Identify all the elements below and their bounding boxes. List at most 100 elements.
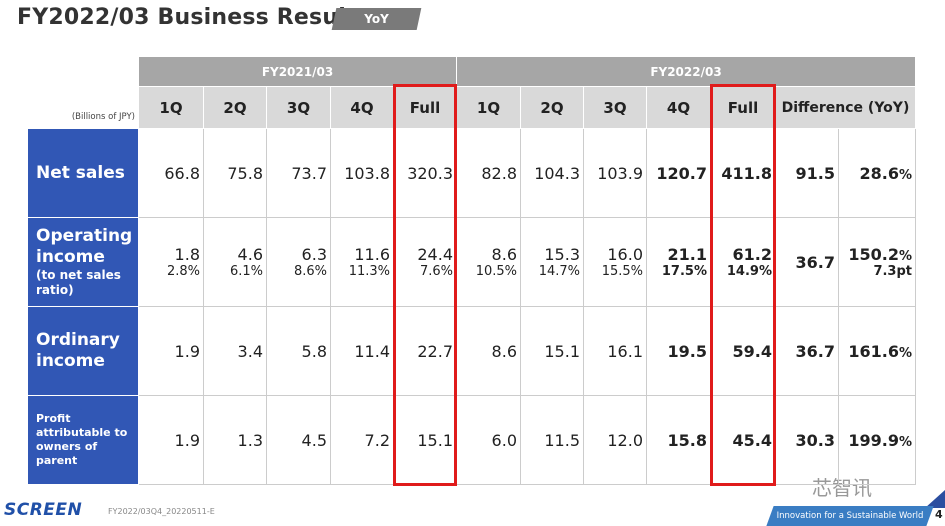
value-cell: 59.4 [710,306,776,396]
results-table: FY2021/03 FY2022/03 1Q 2Q 3Q 4Q Full 1Q 2Q 3Q 4Q… [27,56,916,485]
ratio: 10.5% [475,264,517,279]
value-cell: 11.4 [330,306,394,396]
value: 1.3 [237,430,263,450]
page-title: FY2022/03 Business Results [17,5,370,30]
value-cell: 103.9 [583,128,647,218]
value-cell: 11.5 [520,395,584,485]
value: 15.3 [544,245,580,264]
difference-cell: 36.7 [775,306,839,396]
value: 82.8 [481,163,517,183]
value: 4.5 [301,430,327,450]
pct-sign: % [898,249,912,264]
ratio: 17.5% [661,264,707,279]
value-cell: 320.3 [393,128,457,218]
value-cell: 45.4 [710,395,776,485]
value: 103.8 [344,163,390,183]
value-cell: 15.1 [393,395,457,485]
row-label-text: Ordinary income [36,330,120,371]
value: 11.6 [354,245,390,264]
value: 12.0 [607,430,643,450]
value-cell: 16.0 15.5% [583,217,647,307]
value: 19.5 [667,341,707,361]
value-cell: 82.8 [456,128,521,218]
difference-value: 91.5 [795,163,835,183]
difference-pct: 199.9 [848,430,899,450]
value: 4.6 [237,245,263,264]
column-header-1q: 1Q [138,86,204,129]
value: 66.8 [164,163,200,183]
column-header-3q: 3Q [266,86,331,129]
period-header-curr: FY2022/03 [456,56,916,87]
value-cell: 11.6 11.3% [330,217,394,307]
value-cell: 15.8 [646,395,711,485]
difference-pct: 28.6 [859,163,899,183]
row-label-text: Net sales [36,162,125,183]
value: 411.8 [721,163,772,183]
ratio: 15.5% [601,264,643,279]
value-cell: 15.1 [520,306,584,396]
column-header-1q: 1Q [456,86,521,129]
row-label: Operating income (to net sales ratio) [27,217,139,307]
value: 24.4 [417,245,453,264]
row-label: Net sales [27,128,139,218]
difference-pct-cell: 150.2% 7.3pt [838,217,916,307]
value-cell: 66.8 [138,128,204,218]
yoy-badge-label: YoY [364,12,389,26]
difference-pct-cell: 161.6% [838,306,916,396]
ratio: 2.8% [166,264,200,279]
value: 15.8 [667,430,707,450]
column-header-2q: 2Q [203,86,267,129]
value-cell: 120.7 [646,128,711,218]
value: 1.8 [174,245,200,264]
value: 22.7 [417,341,453,361]
value: 8.6 [491,341,517,361]
column-header-difference: Difference (YoY) [775,86,916,129]
value: 6.3 [301,245,327,264]
value-cell: 24.4 7.6% [393,217,457,307]
column-header-full: Full [393,86,457,129]
company-logo: SCREEN [4,500,83,520]
column-header-2q: 2Q [520,86,584,129]
row-label: Ordinary income [27,306,139,396]
difference-value: 36.7 [795,252,835,272]
pct-sign: % [898,434,912,450]
row-label-text: Operating income [36,226,133,267]
value-cell: 1.9 [138,395,204,485]
value-cell: 103.8 [330,128,394,218]
tagline-banner: Innovation for a Sustainable World [766,506,934,526]
value: 59.4 [732,341,772,361]
difference-label: Difference (YoY) [781,99,910,116]
value: 16.1 [607,341,643,361]
value-cell: 4.5 [266,395,331,485]
column-header-3q: 3Q [583,86,647,129]
value-cell: 16.1 [583,306,647,396]
value: 5.8 [301,341,327,361]
value-cell: 61.2 14.9% [710,217,776,307]
value-cell: 22.7 [393,306,457,396]
column-header-full: Full [710,86,776,129]
value-cell: 411.8 [710,128,776,218]
value: 16.0 [607,245,643,264]
table-row: Operating income (to net sales ratio) 1.8 2… [27,217,916,307]
row-sublabel: (to net sales ratio) [36,268,121,297]
value-cell: 3.4 [203,306,267,396]
row-label: Profit attributable to owners of parent [27,395,139,485]
value: 21.1 [667,245,707,264]
unit-label: (Billions of JPY) [71,112,135,122]
value: 75.8 [227,163,263,183]
value-cell: 6.3 8.6% [266,217,331,307]
difference-pt: 7.3pt [873,264,912,279]
difference-pct-cell: 199.9% [838,395,916,485]
row-label-text: Profit attributable to owners of parent [36,412,128,467]
ratio: 14.9% [726,264,772,279]
value-cell: 19.5 [646,306,711,396]
value-cell: 12.0 [583,395,647,485]
period-header-prev: FY2021/03 [138,56,457,87]
document-id: FY2022/03Q4_20220511-E [108,507,215,516]
difference-cell: 30.3 [775,395,839,485]
value-cell: 73.7 [266,128,331,218]
difference-value: 30.3 [795,430,835,450]
value: 104.3 [534,163,580,183]
ratio: 14.7% [538,264,580,279]
ratio: 8.6% [293,264,327,279]
